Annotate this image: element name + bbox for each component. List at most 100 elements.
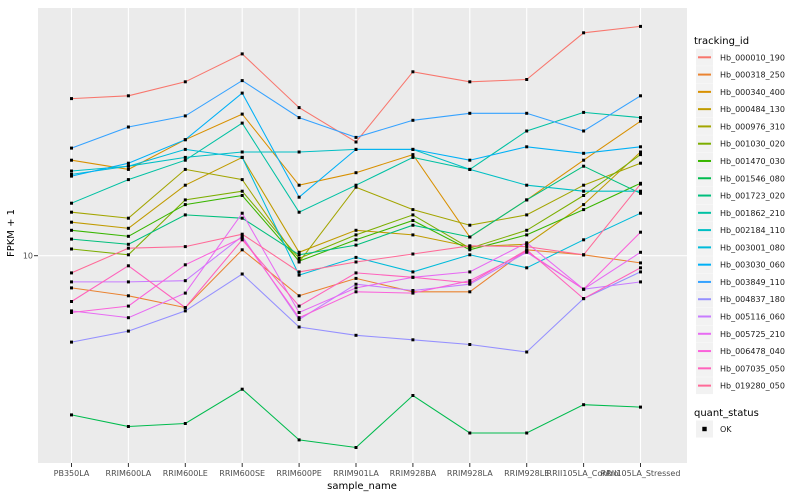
data-point bbox=[411, 70, 415, 74]
data-point bbox=[240, 91, 244, 95]
data-point bbox=[525, 145, 529, 149]
data-point bbox=[126, 234, 130, 238]
data-point bbox=[183, 114, 187, 118]
data-point bbox=[297, 259, 301, 263]
data-point bbox=[354, 238, 358, 242]
data-point bbox=[240, 238, 244, 242]
data-point bbox=[126, 304, 130, 308]
data-point bbox=[468, 158, 472, 162]
legend: tracking_id Hb_000010_190 Hb_000318_250 Hb… bbox=[694, 36, 785, 438]
legend-label: Hb_005725_210 bbox=[720, 330, 785, 339]
legend-label: Hb_000318_250 bbox=[720, 71, 785, 80]
data-point bbox=[411, 118, 415, 122]
data-point bbox=[411, 252, 415, 256]
data-point bbox=[525, 213, 529, 217]
data-point bbox=[240, 248, 244, 252]
data-point bbox=[582, 31, 586, 35]
x-tick-label: RRIM928LA bbox=[447, 469, 493, 478]
data-point bbox=[183, 291, 187, 295]
data-point bbox=[297, 253, 301, 257]
data-point bbox=[70, 158, 73, 162]
x-tick-label: RRII105LA_Control bbox=[547, 469, 621, 478]
data-point bbox=[126, 94, 130, 98]
legend-label: Hb_001470_030 bbox=[720, 157, 785, 166]
data-point bbox=[639, 182, 642, 186]
data-point bbox=[354, 255, 358, 259]
legend-label: Hb_001723_020 bbox=[720, 192, 785, 201]
data-point bbox=[468, 281, 472, 285]
legend-label: Hb_007035_050 bbox=[720, 364, 785, 373]
panel-background bbox=[38, 8, 687, 463]
x-tick-label: RRIM600PE bbox=[276, 469, 322, 478]
data-point bbox=[468, 343, 472, 346]
data-point bbox=[639, 280, 642, 284]
legend-label: Hb_003849_110 bbox=[720, 278, 785, 287]
data-point bbox=[639, 161, 642, 165]
data-point bbox=[126, 246, 130, 250]
data-point bbox=[525, 198, 529, 202]
data-point bbox=[468, 111, 472, 115]
data-point bbox=[240, 79, 244, 83]
legend-title-tracking-id: tracking_id bbox=[694, 36, 749, 47]
data-point bbox=[297, 256, 301, 260]
data-point bbox=[126, 161, 130, 165]
data-point bbox=[297, 311, 301, 314]
data-point bbox=[582, 189, 586, 193]
data-point bbox=[297, 438, 301, 442]
data-point bbox=[582, 164, 586, 168]
data-point bbox=[468, 279, 472, 283]
legend-label: Hb_000484_130 bbox=[720, 105, 785, 114]
data-point bbox=[297, 304, 301, 308]
legend-label: Hb_019280_050 bbox=[720, 382, 785, 391]
legend-label: Hb_003030_060 bbox=[720, 261, 785, 270]
data-point bbox=[582, 203, 586, 207]
data-point bbox=[126, 164, 130, 168]
data-point bbox=[525, 241, 529, 245]
data-point bbox=[411, 208, 415, 212]
x-axis-labels: PB350LA RRIM600LA RRIM600LE RRIM600SE RRIM60… bbox=[54, 469, 681, 478]
data-point bbox=[525, 78, 529, 81]
data-point bbox=[183, 158, 187, 162]
data-point bbox=[126, 264, 130, 268]
data-point bbox=[639, 230, 642, 234]
data-point bbox=[297, 150, 301, 154]
data-point bbox=[126, 294, 130, 298]
data-point bbox=[354, 333, 358, 337]
data-point bbox=[126, 425, 130, 428]
data-point bbox=[126, 280, 130, 284]
data-point bbox=[70, 237, 73, 241]
data-point bbox=[183, 213, 187, 217]
data-point bbox=[70, 220, 73, 224]
data-point bbox=[240, 52, 244, 56]
data-point bbox=[70, 280, 73, 284]
data-point bbox=[297, 250, 301, 254]
data-point bbox=[411, 275, 415, 279]
data-point bbox=[297, 210, 301, 214]
data-point bbox=[582, 297, 586, 301]
data-point bbox=[297, 106, 301, 110]
data-point bbox=[70, 169, 73, 173]
data-point bbox=[639, 145, 642, 149]
data-point bbox=[183, 167, 187, 171]
legend-label: Hb_000976_310 bbox=[720, 122, 785, 131]
data-point bbox=[411, 153, 415, 157]
x-tick-label: RRIM901LA bbox=[333, 469, 379, 478]
data-point bbox=[639, 119, 642, 123]
x-tick-label: RRIM928LE bbox=[504, 469, 549, 478]
data-point bbox=[183, 80, 187, 84]
data-point bbox=[70, 271, 73, 275]
data-point bbox=[411, 213, 415, 217]
axis-tick-marks bbox=[34, 255, 641, 467]
data-point bbox=[70, 174, 73, 178]
x-tick-label: RRII105LA_Stressed bbox=[601, 469, 681, 478]
data-point bbox=[582, 208, 586, 212]
data-point bbox=[525, 183, 529, 187]
data-point bbox=[240, 178, 244, 182]
data-point bbox=[297, 273, 301, 277]
data-point bbox=[183, 203, 187, 207]
data-point bbox=[354, 446, 358, 449]
data-point bbox=[468, 270, 472, 274]
data-point bbox=[582, 158, 586, 162]
legend-label: Hb_006478_040 bbox=[720, 347, 785, 356]
data-point bbox=[468, 248, 472, 252]
